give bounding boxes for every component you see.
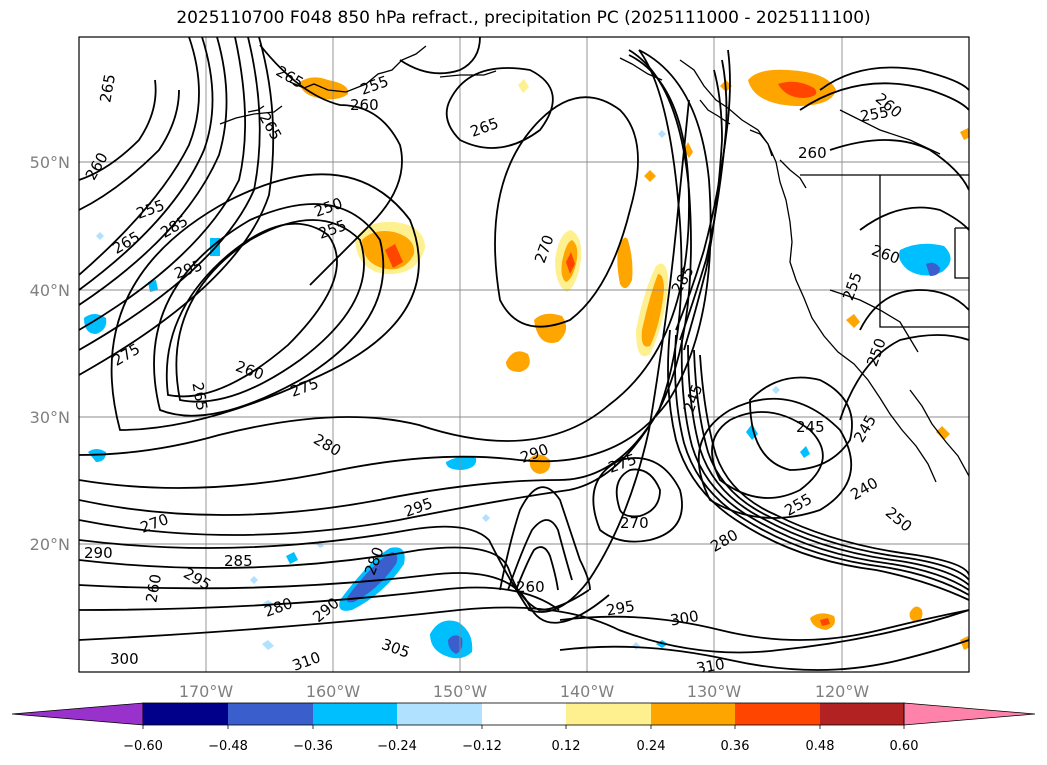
colorbar: −0.60 −0.48 −0.36 −0.24 −0.12 0.12 0.24 … bbox=[11, 702, 1036, 754]
contour-label: 255 bbox=[859, 103, 890, 126]
contour-label: 245 bbox=[796, 418, 825, 436]
contour-label: 285 bbox=[224, 552, 253, 570]
lon-label: 130°W bbox=[687, 682, 742, 701]
lon-label: 140°W bbox=[560, 682, 615, 701]
colorbar-tick-label: −0.48 bbox=[208, 739, 248, 754]
colorbar-tick-label: 0.12 bbox=[552, 739, 581, 754]
colorbar-segment bbox=[482, 703, 566, 725]
lat-label: 50°N bbox=[30, 153, 70, 172]
contour-label: 265 bbox=[96, 73, 119, 104]
lat-label: 30°N bbox=[30, 408, 70, 427]
lon-label: 170°W bbox=[179, 682, 234, 701]
lat-label: 20°N bbox=[30, 535, 70, 554]
colorbar-tick-label: 0.60 bbox=[890, 739, 919, 754]
contour-label: 270 bbox=[620, 514, 649, 532]
colorbar-segment bbox=[820, 703, 904, 725]
contour-label: 310 bbox=[290, 648, 323, 675]
colorbar-segment bbox=[228, 703, 313, 725]
colorbar-tick-label: 0.36 bbox=[721, 739, 750, 754]
precip-negative-areas bbox=[84, 130, 951, 659]
precip-positive-areas bbox=[300, 69, 969, 650]
longitude-labels: 170°W 160°W 150°W 140°W 130°W 120°W bbox=[179, 682, 870, 701]
contour-label: 290 bbox=[84, 544, 113, 562]
contour-label: 265 bbox=[188, 381, 211, 412]
lat-label: 40°N bbox=[30, 281, 70, 300]
colorbar-segment bbox=[566, 703, 651, 725]
map-frame bbox=[78, 36, 970, 673]
chart-title: 2025110700 F048 850 hPa refract., precip… bbox=[176, 8, 871, 28]
contour-label: 310 bbox=[695, 655, 726, 678]
contour-label: 300 bbox=[110, 650, 139, 668]
colorbar-segment bbox=[143, 703, 228, 725]
contour-label: 295 bbox=[605, 597, 636, 620]
colorbar-segment bbox=[651, 703, 735, 725]
colorbar-extend-low bbox=[11, 702, 144, 726]
contour-label: 260 bbox=[516, 578, 545, 596]
colorbar-segment bbox=[735, 703, 820, 725]
lon-label: 120°W bbox=[815, 682, 870, 701]
contour-label: 260 bbox=[142, 573, 165, 604]
colorbar-tick-label: −0.60 bbox=[123, 739, 163, 754]
contour-label: 260 bbox=[350, 96, 379, 114]
coastlines bbox=[219, 45, 969, 483]
lon-label: 160°W bbox=[306, 682, 361, 701]
latitude-labels: 50°N 40°N 30°N 20°N bbox=[30, 153, 70, 554]
contour-label: 260 bbox=[798, 144, 827, 162]
contour-label: 300 bbox=[669, 607, 700, 630]
colorbar-tick-label: −0.24 bbox=[377, 739, 417, 754]
colorbar-segment bbox=[397, 703, 482, 725]
lon-label: 150°W bbox=[433, 682, 488, 701]
colorbar-tick-label: 0.24 bbox=[637, 739, 666, 754]
colorbar-tick-label: −0.36 bbox=[293, 739, 333, 754]
colorbar-tick-label: −0.12 bbox=[462, 739, 502, 754]
colorbar-extend-high bbox=[903, 702, 1036, 726]
refractivity-contours bbox=[79, 37, 969, 671]
colorbar-segment bbox=[313, 703, 397, 725]
colorbar-tick-label: 0.48 bbox=[806, 739, 835, 754]
